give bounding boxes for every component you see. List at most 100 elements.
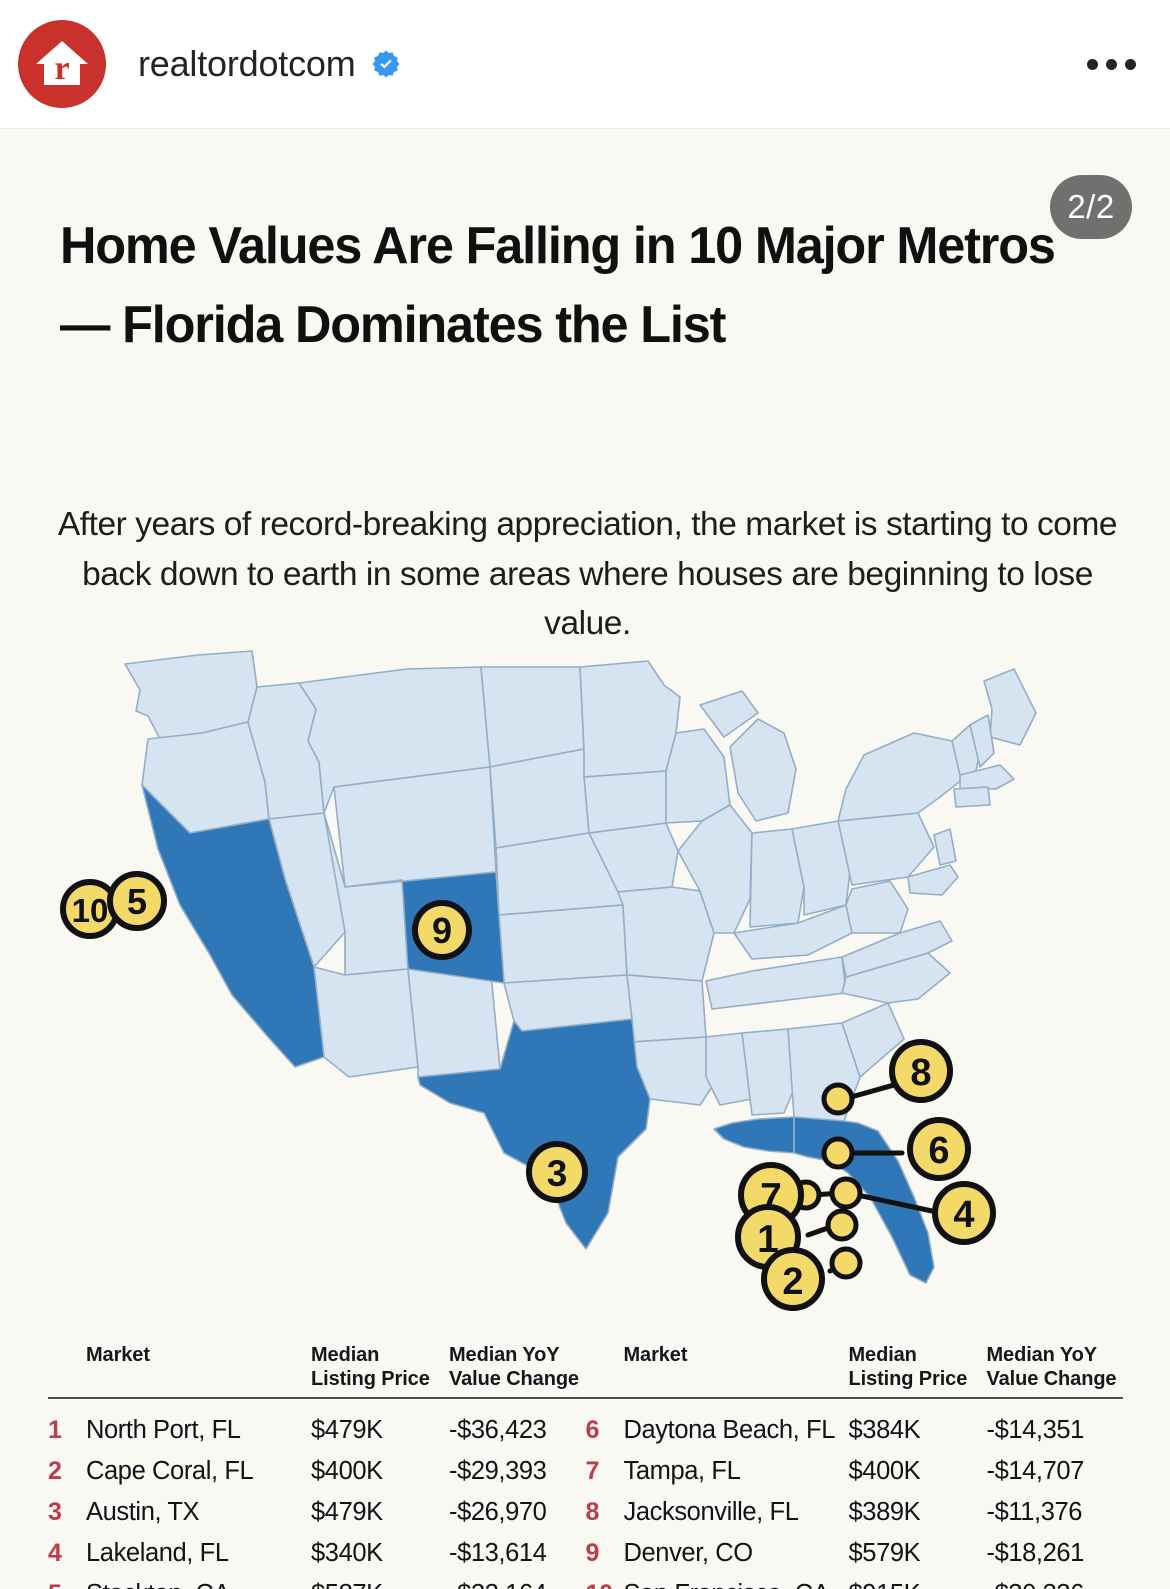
- row-value-change: -$26,970: [449, 1498, 547, 1526]
- header-line-2: Listing Price: [848, 1368, 968, 1390]
- row-listing-price: $579K: [848, 1539, 921, 1567]
- row-left: 4 Lakeland, FL $340K -$13,614: [48, 1539, 586, 1568]
- metros-table: Market Median Listing Price Median YoY V…: [48, 1329, 1123, 1589]
- map-marker-label: 8: [910, 1052, 931, 1094]
- column-header-value-change: Median YoY Value Change: [449, 1343, 586, 1391]
- map-marker-label: 10: [72, 892, 109, 929]
- column-header-listing-price: Median Listing Price: [311, 1343, 449, 1391]
- row-market: Denver, CO: [623, 1539, 754, 1567]
- map-anchor-dot: [829, 1246, 863, 1280]
- row-rank: 5: [48, 1580, 86, 1589]
- map-marker-4: [932, 1181, 996, 1245]
- row-rank: 2: [48, 1457, 62, 1485]
- carousel-page-indicator: 2/2: [1050, 175, 1132, 239]
- header-line-2: Value Change: [449, 1368, 579, 1390]
- map-marker-9: [412, 900, 472, 960]
- row-listing-price: $915K: [849, 1580, 987, 1589]
- table-header-left: Market Median Listing Price Median YoY V…: [48, 1343, 586, 1391]
- map-marker-6: [907, 1117, 971, 1181]
- row-market: Stockton, CA: [86, 1580, 311, 1589]
- map-marker-label: 2: [782, 1261, 803, 1303]
- map-anchor-dot: [825, 1208, 859, 1242]
- row-market: Jacksonville, FL: [623, 1498, 799, 1526]
- row-listing-price: $389K: [848, 1498, 921, 1526]
- united-states-map: 10 5 9 3 8 6 7 4 1 2: [52, 637, 1097, 1327]
- account-username[interactable]: realtordotcom: [138, 43, 356, 84]
- rank-header-spacer: [586, 1343, 624, 1391]
- column-header-market: Market: [86, 1344, 150, 1366]
- table-header-row: Market Median Listing Price Median YoY V…: [48, 1329, 1123, 1391]
- svg-text:r: r: [54, 50, 69, 87]
- row-market: North Port, FL: [86, 1416, 241, 1444]
- map-marker-label: 7: [760, 1176, 782, 1219]
- row-value-change: -$11,376: [986, 1498, 1083, 1526]
- dot: [1087, 58, 1098, 70]
- state-florida-panhandle: [713, 1116, 795, 1154]
- row-listing-price: $479K: [311, 1498, 383, 1526]
- map-marker-label: 3: [547, 1153, 568, 1194]
- verified-badge-icon: [371, 49, 401, 79]
- row-listing-price: $340K: [311, 1539, 383, 1567]
- row-left: 2 Cape Coral, FL $400K -$29,393: [48, 1457, 586, 1486]
- avatar[interactable]: r: [18, 20, 106, 108]
- table-row: 5 Stockton, CA $587K -$22,164 10 San Fra…: [48, 1574, 1123, 1589]
- map-marker-label: 1: [757, 1218, 779, 1261]
- row-value-change: -$14,707: [986, 1457, 1085, 1485]
- more-options-icon[interactable]: [1087, 58, 1144, 70]
- row-market: Lakeland, FL: [86, 1539, 229, 1567]
- map-marker-label: 9: [432, 910, 452, 951]
- row-rank: 6: [585, 1416, 600, 1444]
- table-divider: [48, 1397, 1123, 1399]
- row-listing-price: $384K: [848, 1416, 921, 1444]
- rank-header-spacer: [48, 1343, 86, 1391]
- row-value-change: -$30,336: [987, 1580, 1124, 1589]
- map-marker-2: [761, 1247, 825, 1311]
- map-marker-label: 6: [928, 1130, 949, 1172]
- row-listing-price: $587K: [311, 1580, 449, 1589]
- row-market: Cape Coral, FL: [86, 1457, 254, 1485]
- header-line-2: Value Change: [986, 1368, 1117, 1390]
- row-value-change: -$36,423: [449, 1416, 547, 1444]
- state-california: [141, 784, 325, 1068]
- row-rank: 1: [48, 1416, 62, 1444]
- row-left: 1 North Port, FL $479K -$36,423: [48, 1416, 586, 1445]
- row-value-change: -$14,351: [986, 1416, 1085, 1444]
- header-line-1: Median YoY: [449, 1344, 560, 1366]
- header-line-1: Median YoY: [986, 1344, 1098, 1366]
- row-rank: 4: [48, 1539, 62, 1567]
- row-right: 6 Daytona Beach, FL $384K -$14,351: [586, 1416, 1124, 1445]
- state-texas: [417, 1018, 651, 1250]
- column-header-value-change: Median YoY Value Change: [987, 1343, 1124, 1391]
- row-rank: 9: [585, 1539, 600, 1567]
- map-marker-8: [889, 1039, 953, 1103]
- map-marker-5: [107, 871, 167, 931]
- map-marker-label: 5: [127, 881, 147, 922]
- page-title: Home Values Are Falling in 10 Major Metr…: [60, 217, 1056, 355]
- table-row: 4 Lakeland, FL $340K -$13,614 9 Denver, …: [48, 1533, 1123, 1574]
- row-listing-price: $400K: [848, 1457, 921, 1485]
- row-listing-price: $400K: [311, 1457, 383, 1485]
- row-rank: 10: [586, 1580, 624, 1589]
- row-right: 7 Tampa, FL $400K -$14,707: [586, 1457, 1124, 1486]
- dot: [1125, 58, 1136, 70]
- row-rank: 7: [585, 1457, 600, 1485]
- row-value-change: -$29,393: [449, 1457, 547, 1485]
- row-right: 9 Denver, CO $579K -$18,261: [586, 1539, 1124, 1568]
- table-body: 1 North Port, FL $479K -$36,423 6 Dayton…: [48, 1399, 1123, 1589]
- row-value-change: -$13,614: [449, 1539, 547, 1567]
- post-image-card: 2/2 Home Values Are Falling in 10 Major …: [0, 129, 1170, 1589]
- table-row: 1 North Port, FL $479K -$36,423 6 Dayton…: [48, 1410, 1123, 1451]
- table-row: 3 Austin, TX $479K -$26,970 8 Jacksonvil…: [48, 1492, 1123, 1533]
- header-line-2: Listing Price: [311, 1368, 430, 1390]
- row-right: 10 San Francisco, CA $915K -$30,336: [586, 1580, 1124, 1589]
- header-line-1: Median: [848, 1344, 917, 1366]
- row-market: Daytona Beach, FL: [623, 1416, 836, 1444]
- row-market: San Francisco, CA: [624, 1580, 849, 1589]
- row-rank: 8: [585, 1498, 600, 1526]
- column-header-listing-price: Median Listing Price: [849, 1343, 987, 1391]
- map-marker-3: [526, 1141, 588, 1203]
- row-rank: 3: [48, 1498, 62, 1526]
- row-market: Austin, TX: [86, 1498, 200, 1526]
- map-anchor-dot: [829, 1176, 863, 1210]
- row-listing-price: $479K: [311, 1416, 383, 1444]
